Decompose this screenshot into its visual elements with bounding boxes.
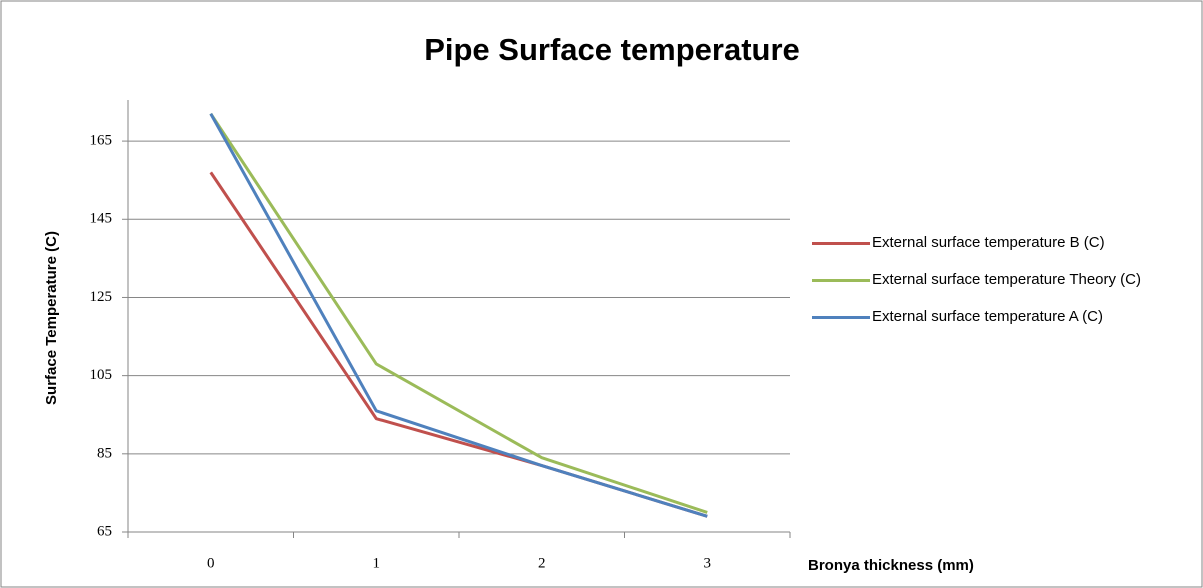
series-line (209, 112, 708, 518)
x-tick-label: 1 (373, 555, 381, 571)
y-tick-label: 145 (90, 211, 113, 227)
legend-swatch (812, 279, 870, 282)
legend: External surface temperature B (C) Extern… (812, 232, 1197, 343)
x-axis-label: Bronya thickness (mm) (808, 557, 974, 574)
y-axis-label: Surface Temperature (C) (43, 231, 60, 405)
y-tick-label: 85 (97, 445, 112, 461)
x-tick-label: 2 (538, 555, 546, 571)
legend-item: External surface temperature B (C) (812, 232, 1172, 253)
y-tick-label: 165 (90, 133, 113, 149)
y-tick-label: 65 (97, 523, 112, 539)
legend-label: External surface temperature B (C) (872, 234, 1105, 251)
x-tick-label: 3 (704, 555, 712, 571)
y-tick-label: 105 (90, 367, 113, 383)
legend-item: External surface temperature A (C) (812, 306, 1172, 327)
chart-title: Pipe Surface temperature (424, 32, 800, 67)
series-line (209, 112, 708, 514)
legend-swatch (812, 316, 870, 319)
legend-label: External surface temperature Theory (C) (872, 271, 1141, 288)
legend-swatch (812, 242, 870, 245)
x-tick-label: 0 (207, 555, 215, 571)
legend-label: External surface temperature A (C) (872, 308, 1103, 325)
legend-item: External surface temperature Theory (C) (812, 269, 1172, 290)
y-tick-label: 125 (90, 289, 113, 305)
